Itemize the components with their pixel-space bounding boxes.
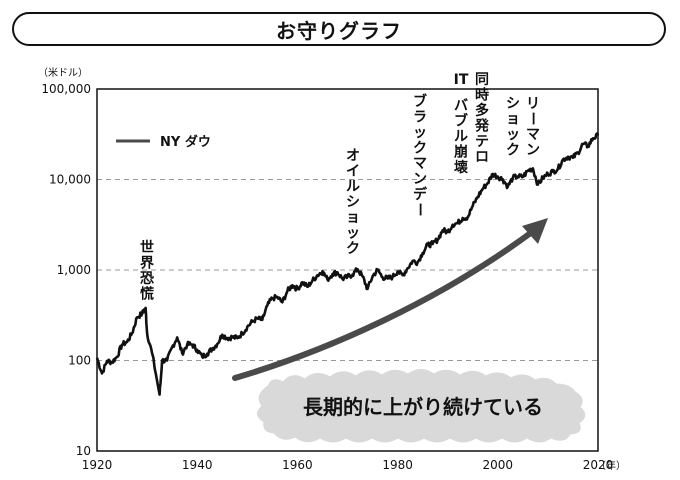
- event-label-char: ー: [411, 203, 427, 217]
- event-label-char: 慌: [140, 286, 154, 303]
- series-line-ny-dow: [95, 132, 600, 396]
- event-label-char: ブ: [454, 113, 468, 130]
- event-label-char: 世: [140, 239, 154, 256]
- event-label-char: ブ: [413, 93, 427, 110]
- event-label-char: ッ: [413, 125, 427, 141]
- event-label-char: 時: [475, 87, 489, 104]
- event-label-char: シ: [346, 195, 360, 211]
- y-tick-label: 10: [76, 444, 91, 458]
- event-label-char: 界: [140, 256, 155, 272]
- x-tick-label: 1960: [282, 458, 313, 472]
- event-label-char: イ: [346, 164, 360, 180]
- event-label-char: 多: [475, 102, 489, 119]
- event-label-char: ン: [526, 143, 540, 159]
- x-tick-label: 1980: [382, 458, 413, 472]
- x-tick-label: 2000: [483, 458, 514, 472]
- title-box: お守りグラフ: [12, 12, 666, 46]
- y-tick-label: 10,000: [49, 173, 91, 187]
- event-label-char: ク: [506, 143, 520, 159]
- event-label-char: ッ: [346, 226, 360, 242]
- callout-burst: [257, 369, 586, 443]
- event-label-char: シ: [506, 96, 520, 112]
- chart-title: お守りグラフ: [276, 18, 402, 43]
- plot-frame: [96, 88, 599, 452]
- event-label-char: ル: [346, 179, 360, 195]
- callout-text: 長期的に上がり続けている: [303, 395, 543, 419]
- event-label-char: ー: [524, 112, 540, 126]
- event-label-char: デ: [413, 186, 428, 203]
- grid-layer: [97, 179, 598, 361]
- trend-arrow: [232, 229, 535, 381]
- event-label-char: リ: [526, 96, 540, 112]
- event-label-char: ク: [413, 141, 427, 157]
- event-label-char: ョ: [506, 112, 520, 128]
- trend-arrowhead: [522, 218, 548, 244]
- y-tick-label: 100: [68, 354, 91, 368]
- event-label-char: オ: [346, 148, 360, 164]
- event-label: IT: [454, 72, 469, 88]
- event-label-char: 発: [474, 118, 490, 135]
- y-tick-label: 1,000: [57, 263, 91, 277]
- event-label-char: ン: [413, 172, 427, 188]
- axis-layer: 10 100 1,000 10,000 100,000 1920 1940 1960 1980 2…: [41, 82, 613, 472]
- event-label-char: ッ: [506, 127, 520, 143]
- x-tick-label: 1940: [182, 458, 213, 472]
- y-unit-label: （米ドル）: [38, 66, 88, 79]
- x-tick-label: 2020: [583, 458, 614, 472]
- legend-label: NY ダウ: [160, 134, 211, 150]
- x-tick-label: 1920: [82, 458, 113, 472]
- event-label-char: 同: [475, 72, 489, 88]
- event-label-char: バ: [454, 98, 468, 114]
- x-unit-label: （年）: [596, 459, 626, 472]
- y-tick-label: 100,000: [41, 82, 91, 96]
- event-label-char: マ: [413, 156, 427, 172]
- event-label-char: 恐: [140, 271, 154, 287]
- event-label-char: 壊: [454, 159, 469, 176]
- event-label-char: マ: [526, 127, 540, 143]
- event-label-char: ョ: [346, 210, 360, 226]
- event-label-char: テ: [475, 134, 489, 150]
- series-layer: [95, 132, 600, 396]
- event-label-char: ロ: [475, 150, 489, 166]
- event-label-char: ク: [346, 241, 360, 257]
- event-label-char: 崩: [454, 144, 468, 161]
- event-label-char: ラ: [413, 110, 427, 126]
- event-label-char: ル: [454, 129, 468, 145]
